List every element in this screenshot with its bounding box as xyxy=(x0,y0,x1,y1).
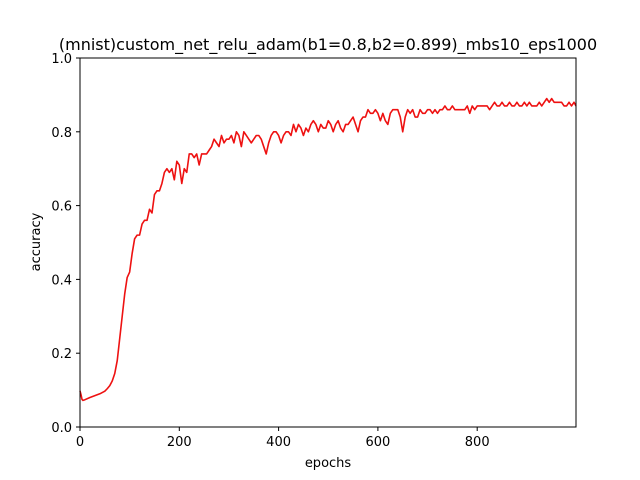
plot-background xyxy=(80,58,576,427)
plot-frame xyxy=(79,57,577,428)
x-axis-label: epochs xyxy=(305,456,352,471)
accuracy-line xyxy=(79,97,577,402)
x-tick-label: 400 xyxy=(266,435,291,450)
y-tick-label: 0.6 xyxy=(51,200,72,215)
x-tick-label: 200 xyxy=(167,435,192,450)
plot-area xyxy=(79,57,577,428)
y-axis-label: accuracy xyxy=(29,212,44,271)
y-axis-ticks: 0.0 0.2 0.4 0.6 0.8 1.0 xyxy=(51,52,80,436)
y-tick-label: 0.0 xyxy=(51,421,72,436)
x-tick-label: 800 xyxy=(465,435,490,450)
y-tick-label: 1.0 xyxy=(51,52,72,67)
y-tick-label: 0.8 xyxy=(51,126,72,141)
y-tick-label: 0.4 xyxy=(51,273,72,288)
x-tick-label: 0 xyxy=(76,435,84,450)
chart-title: (mnist)custom_net_relu_adam(b1=0.8,b2=0.… xyxy=(59,35,597,55)
x-axis-ticks: 0 200 400 600 800 xyxy=(76,427,490,450)
x-tick-label: 600 xyxy=(365,435,390,450)
y-tick-label: 0.2 xyxy=(51,347,72,362)
